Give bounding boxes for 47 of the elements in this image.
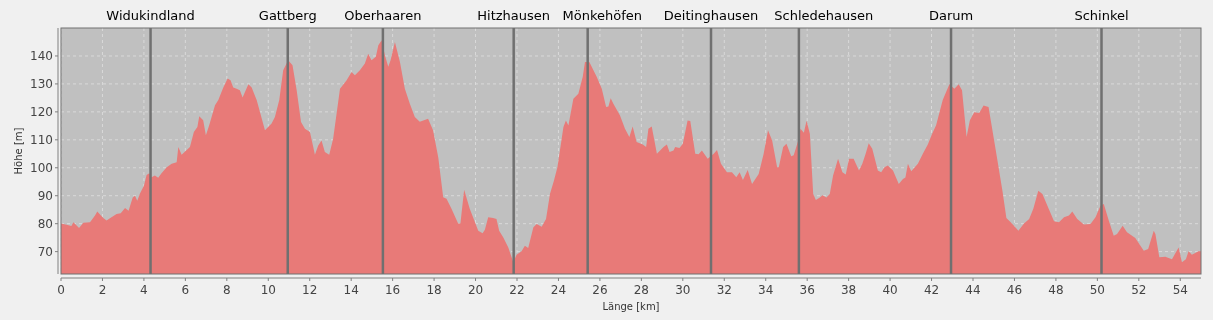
ref-line-label: Mönkehöfen <box>562 8 643 23</box>
y-tick-label: 130 <box>30 77 53 92</box>
x-tick-label: 20 <box>467 283 484 297</box>
ref-line-label: Darum <box>928 8 974 23</box>
y-tick-label: 70 <box>37 244 53 259</box>
x-tick-label: 44 <box>965 283 981 297</box>
x-tick-label: 46 <box>1006 283 1023 297</box>
y-tick-label: 80 <box>37 216 53 231</box>
x-tick-label: 22 <box>509 283 525 297</box>
x-tick-label: 12 <box>302 283 318 297</box>
x-tick-label: 14 <box>343 283 359 297</box>
x-tick-label: 10 <box>260 283 276 297</box>
y-tick-label: 100 <box>30 160 53 175</box>
y-tick-label: 90 <box>37 188 53 203</box>
x-tick-label: 18 <box>426 283 442 297</box>
y-tick-label: 140 <box>30 49 53 64</box>
x-tick-label: 42 <box>923 283 940 297</box>
ref-line-label: Widukindland <box>106 8 195 23</box>
x-tick-label: 38 <box>841 283 857 297</box>
x-tick-label: 28 <box>633 283 649 297</box>
x-axis-title: Länge [km] <box>602 301 660 312</box>
x-tick-label: 2 <box>98 283 107 297</box>
ref-line-label: Hitzhausen <box>477 8 551 23</box>
x-tick-label: 26 <box>592 283 608 297</box>
x-tick-label: 54 <box>1172 283 1188 297</box>
x-tick-label: 40 <box>882 283 898 297</box>
ref-line-label: Deitinghausen <box>663 8 759 23</box>
x-tick-label: 6 <box>181 283 190 297</box>
y-axis-title: Höhe [m] <box>13 127 24 175</box>
ref-line-label: Schledehausen <box>774 8 874 23</box>
y-tick-label: 110 <box>30 133 53 148</box>
y-tick-label: 120 <box>30 105 53 120</box>
x-tick-label: 4 <box>140 283 148 297</box>
x-tick-label: 8 <box>223 283 231 297</box>
x-tick-label: 52 <box>1131 283 1147 297</box>
x-tick-label: 32 <box>716 283 732 297</box>
x-tick-label: 48 <box>1048 283 1064 297</box>
x-tick-label: 36 <box>799 283 815 297</box>
x-tick-label: 34 <box>758 283 774 297</box>
ref-line-label: Gattberg <box>258 8 317 23</box>
x-tick-label: 0 <box>57 283 65 297</box>
x-tick-label: 16 <box>385 283 401 297</box>
x-tick-label: 50 <box>1089 283 1105 297</box>
ref-line-label: Oberhaaren <box>344 8 422 23</box>
ref-line-label: Schinkel <box>1074 8 1129 23</box>
x-tick-label: 30 <box>675 283 691 297</box>
x-tick-label: 24 <box>550 283 567 297</box>
